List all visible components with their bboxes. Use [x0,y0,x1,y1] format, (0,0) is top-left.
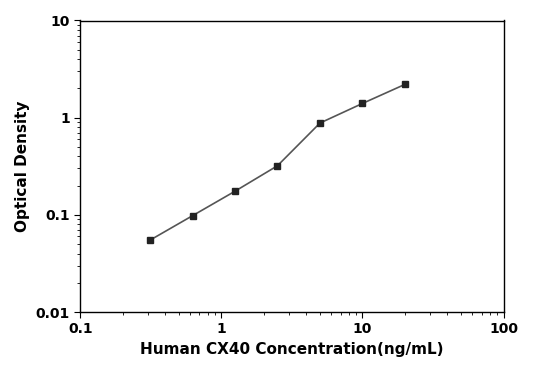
Y-axis label: Optical Density: Optical Density [15,100,30,232]
X-axis label: Human CX40 Concentration(ng/mL): Human CX40 Concentration(ng/mL) [140,342,443,357]
